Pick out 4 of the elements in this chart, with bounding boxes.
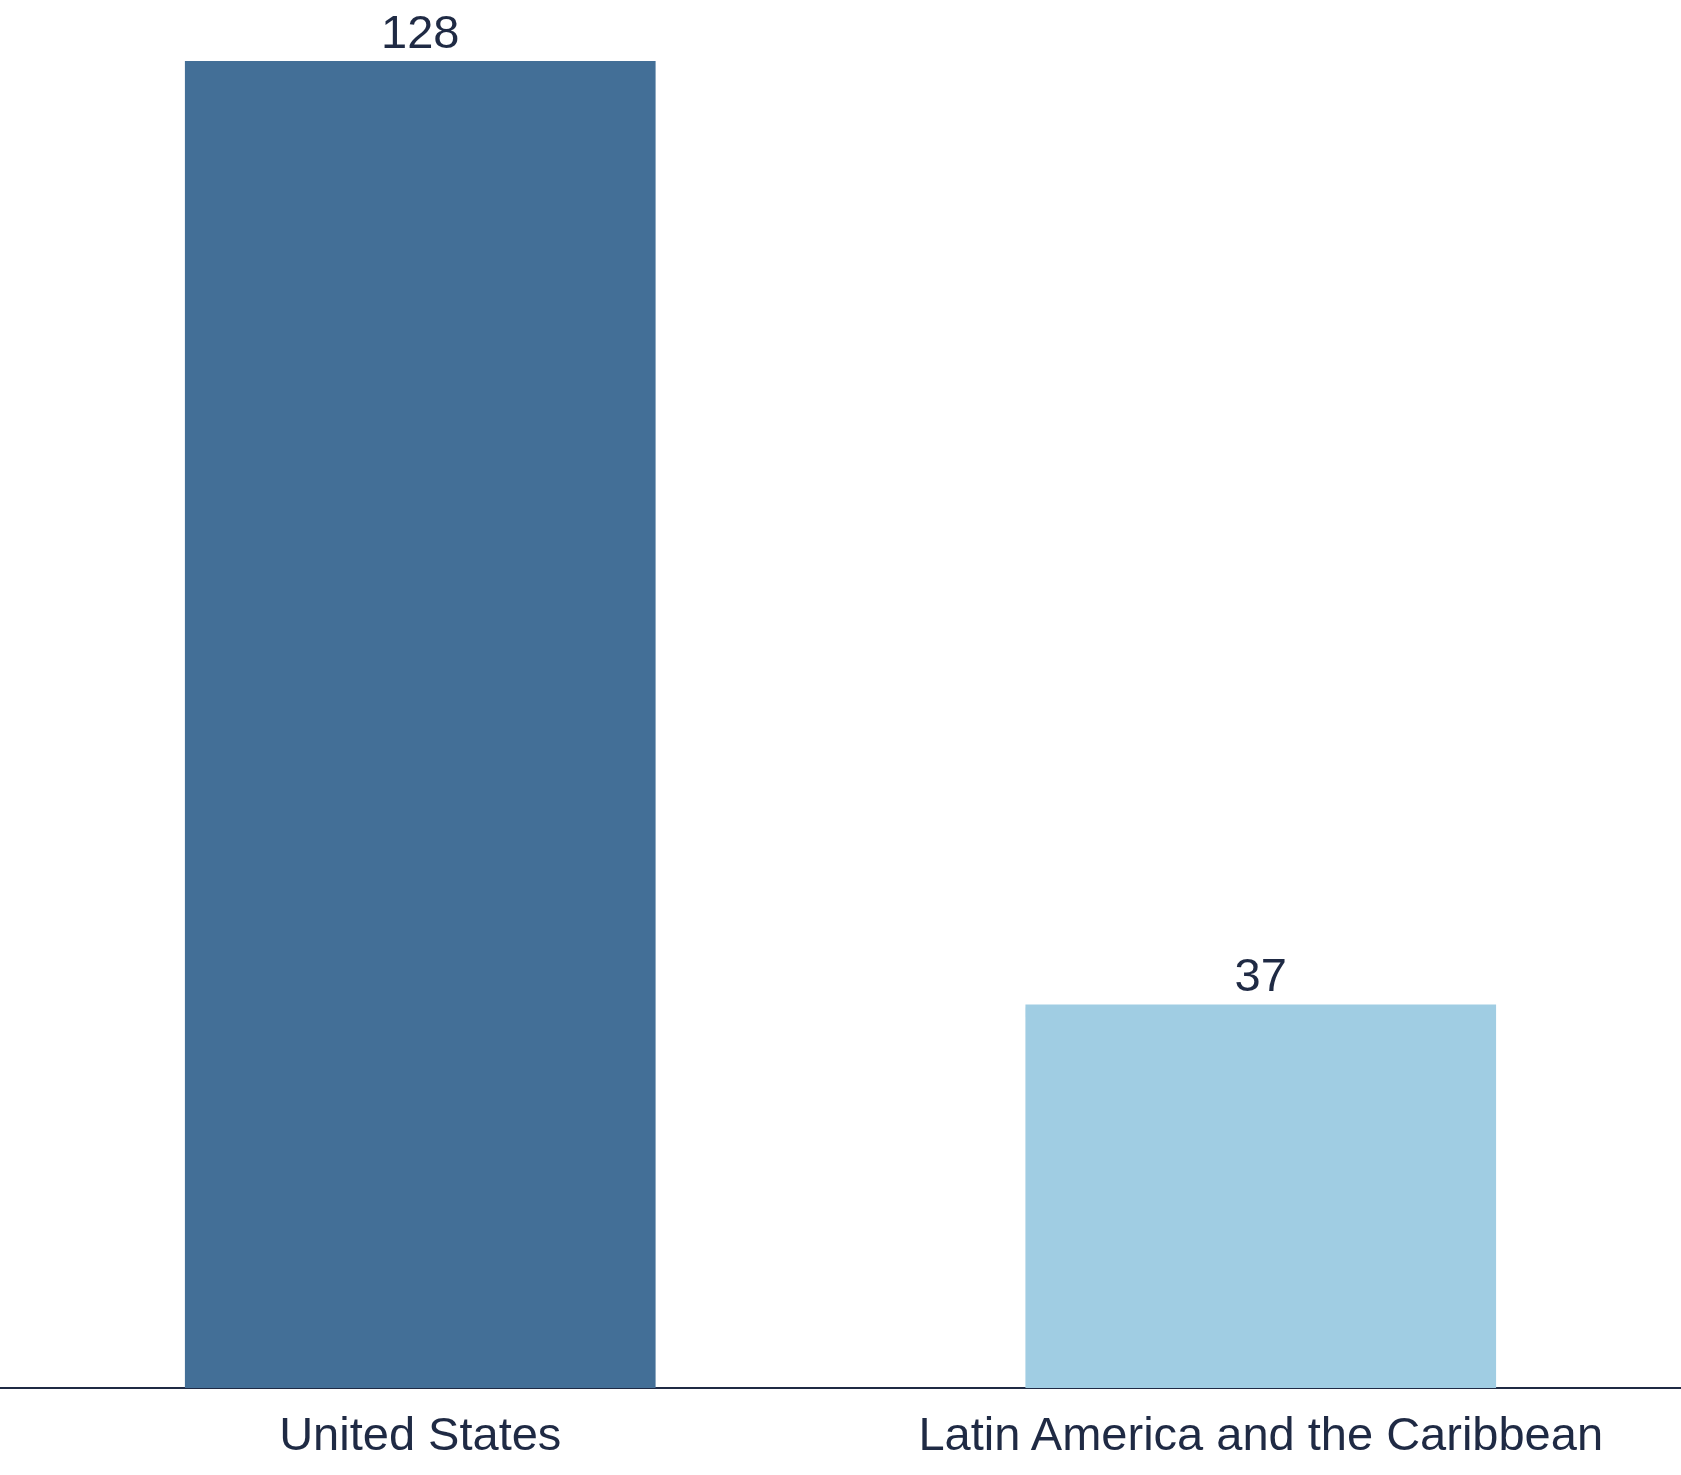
x-tick-label: United States	[279, 1407, 562, 1460]
data-label: 128	[381, 5, 460, 58]
data-label: 37	[1234, 948, 1287, 1002]
x-tick-label: Latin America and the Caribbean	[918, 1407, 1604, 1460]
